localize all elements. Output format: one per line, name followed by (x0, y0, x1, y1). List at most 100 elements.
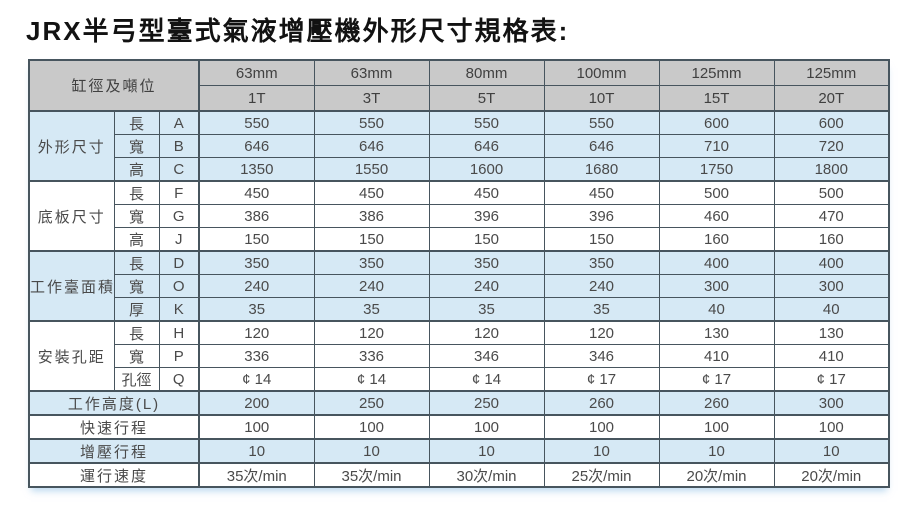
value-cell: 120 (198, 320, 315, 345)
value-cell: 240 (198, 274, 315, 298)
value-cell: 100 (313, 414, 430, 440)
value-cell: 30次/min (428, 462, 545, 488)
table-header: 缸徑及噸位 63mm 63mm 80mm 100mm 125mm 125mm 1T 3T 5T 10… (28, 59, 890, 112)
value-cell: 400 (773, 250, 890, 275)
value-cell: 646 (428, 134, 545, 158)
value-cell: 646 (198, 134, 315, 158)
value-cell: 550 (543, 110, 660, 135)
value-cell: ¢ 14 (313, 367, 430, 392)
summary-label-cell: 增壓行程 (28, 438, 201, 464)
value-cell: 350 (198, 250, 315, 275)
value-cell: 250 (428, 390, 545, 416)
value-cell: 40 (658, 297, 775, 322)
table-row: 寬 P 336 336 346 346 410 410 (29, 344, 890, 368)
value-cell: 300 (773, 274, 890, 298)
column-bore-header: 63mm (313, 59, 430, 86)
dimension-cell: 孔徑 (113, 367, 160, 392)
value-cell: 710 (658, 134, 775, 158)
table-row: 增壓行程 10 10 10 10 10 10 (28, 438, 890, 464)
value-cell: 260 (658, 390, 775, 416)
value-cell: 100 (658, 414, 775, 440)
group-label-cell: 工作臺面積 (28, 250, 115, 322)
table-row: 運行速度 35次/min 35次/min 30次/min 25次/min 20次/min 2… (28, 462, 890, 488)
page-title: JRX半弓型臺式氣液增壓機外形尺寸規格表: (26, 16, 570, 46)
value-cell: 1800 (773, 157, 890, 182)
column-tonnage-header: 20T (773, 85, 890, 112)
table-row: 孔徑 Q ¢ 14 ¢ 14 ¢ 14 ¢ 17 ¢ 17 ¢ 17 (29, 367, 890, 392)
value-cell: 20次/min (658, 462, 775, 488)
value-cell: 35 (543, 297, 660, 322)
value-cell: 550 (198, 110, 315, 135)
value-cell: 600 (658, 110, 775, 135)
column-bore-header: 80mm (428, 59, 545, 86)
value-cell: 250 (313, 390, 430, 416)
value-cell: 100 (543, 414, 660, 440)
value-cell: 336 (198, 344, 315, 368)
code-cell: B (158, 134, 201, 158)
dimension-cell: 高 (113, 227, 160, 252)
value-cell: 10 (313, 438, 430, 464)
value-cell: 350 (428, 250, 545, 275)
value-cell: 386 (198, 204, 315, 228)
value-cell: 120 (313, 320, 430, 345)
value-cell: 10 (428, 438, 545, 464)
value-cell: 10 (658, 438, 775, 464)
column-tonnage-header: 10T (543, 85, 660, 112)
dimension-cell: 寬 (113, 274, 160, 298)
value-cell: 450 (313, 180, 430, 205)
page: JRX半弓型臺式氣液增壓機外形尺寸規格表: 缸徑及噸位 63mm 63mm 80mm 1… (0, 11, 919, 488)
value-cell: 10 (543, 438, 660, 464)
value-cell: ¢ 17 (773, 367, 890, 392)
value-cell: 35 (198, 297, 315, 322)
table-row: 外形尺寸長 A 550 550 550 550 600 600 (28, 110, 890, 182)
value-cell: 40 (773, 297, 890, 322)
value-cell: 500 (658, 180, 775, 205)
code-cell: D (158, 250, 201, 275)
value-cell: 346 (428, 344, 545, 368)
table-row: 寬 B 646 646 646 646 710 720 (29, 134, 890, 158)
table-body: 外形尺寸長 A 550 550 550 550 600 600 寬 B 646 646 646 646 71… (28, 110, 890, 488)
value-cell: 1350 (198, 157, 315, 182)
value-cell: 120 (428, 320, 545, 345)
code-cell: O (158, 274, 201, 298)
code-cell: C (158, 157, 201, 182)
dimension-cell: 長 (113, 110, 160, 135)
table-row: 安裝孔距長 H 120 120 120 120 130 130 (28, 320, 890, 392)
value-cell: 386 (313, 204, 430, 228)
value-cell: 150 (428, 227, 545, 252)
column-bore-header: 63mm (198, 59, 315, 86)
table-row: 寬 G 386 386 396 396 460 470 (29, 204, 890, 228)
table-row: 厚 K 35 35 35 35 40 40 (29, 297, 890, 322)
value-cell: 450 (428, 180, 545, 205)
table-row: 高 J 150 150 150 150 160 160 (29, 227, 890, 252)
value-cell: 260 (543, 390, 660, 416)
value-cell: 25次/min (543, 462, 660, 488)
column-bore-header: 125mm (658, 59, 775, 86)
value-cell: 150 (313, 227, 430, 252)
value-cell: 10 (773, 438, 890, 464)
summary-label-cell: 工作高度(L) (28, 390, 201, 416)
value-cell: 1750 (658, 157, 775, 182)
dimension-cell: 寬 (113, 344, 160, 368)
value-cell: 35 (313, 297, 430, 322)
code-cell: Q (158, 367, 201, 392)
value-cell: 35 (428, 297, 545, 322)
value-cell: 410 (658, 344, 775, 368)
value-cell: 100 (198, 414, 315, 440)
value-cell: 35次/min (313, 462, 430, 488)
code-cell: A (158, 110, 201, 135)
table-row: 寬 O 240 240 240 240 300 300 (29, 274, 890, 298)
table-row: 快速行程 100 100 100 100 100 100 (28, 414, 890, 440)
dimension-cell: 厚 (113, 297, 160, 322)
value-cell: 150 (543, 227, 660, 252)
code-cell: G (158, 204, 201, 228)
value-cell: 1550 (313, 157, 430, 182)
value-cell: 300 (658, 274, 775, 298)
value-cell: 646 (313, 134, 430, 158)
value-cell: 300 (773, 390, 890, 416)
value-cell: 100 (773, 414, 890, 440)
dimension-cell: 長 (113, 320, 160, 345)
column-bore-header: 100mm (543, 59, 660, 86)
value-cell: 240 (313, 274, 430, 298)
value-cell: ¢ 17 (658, 367, 775, 392)
